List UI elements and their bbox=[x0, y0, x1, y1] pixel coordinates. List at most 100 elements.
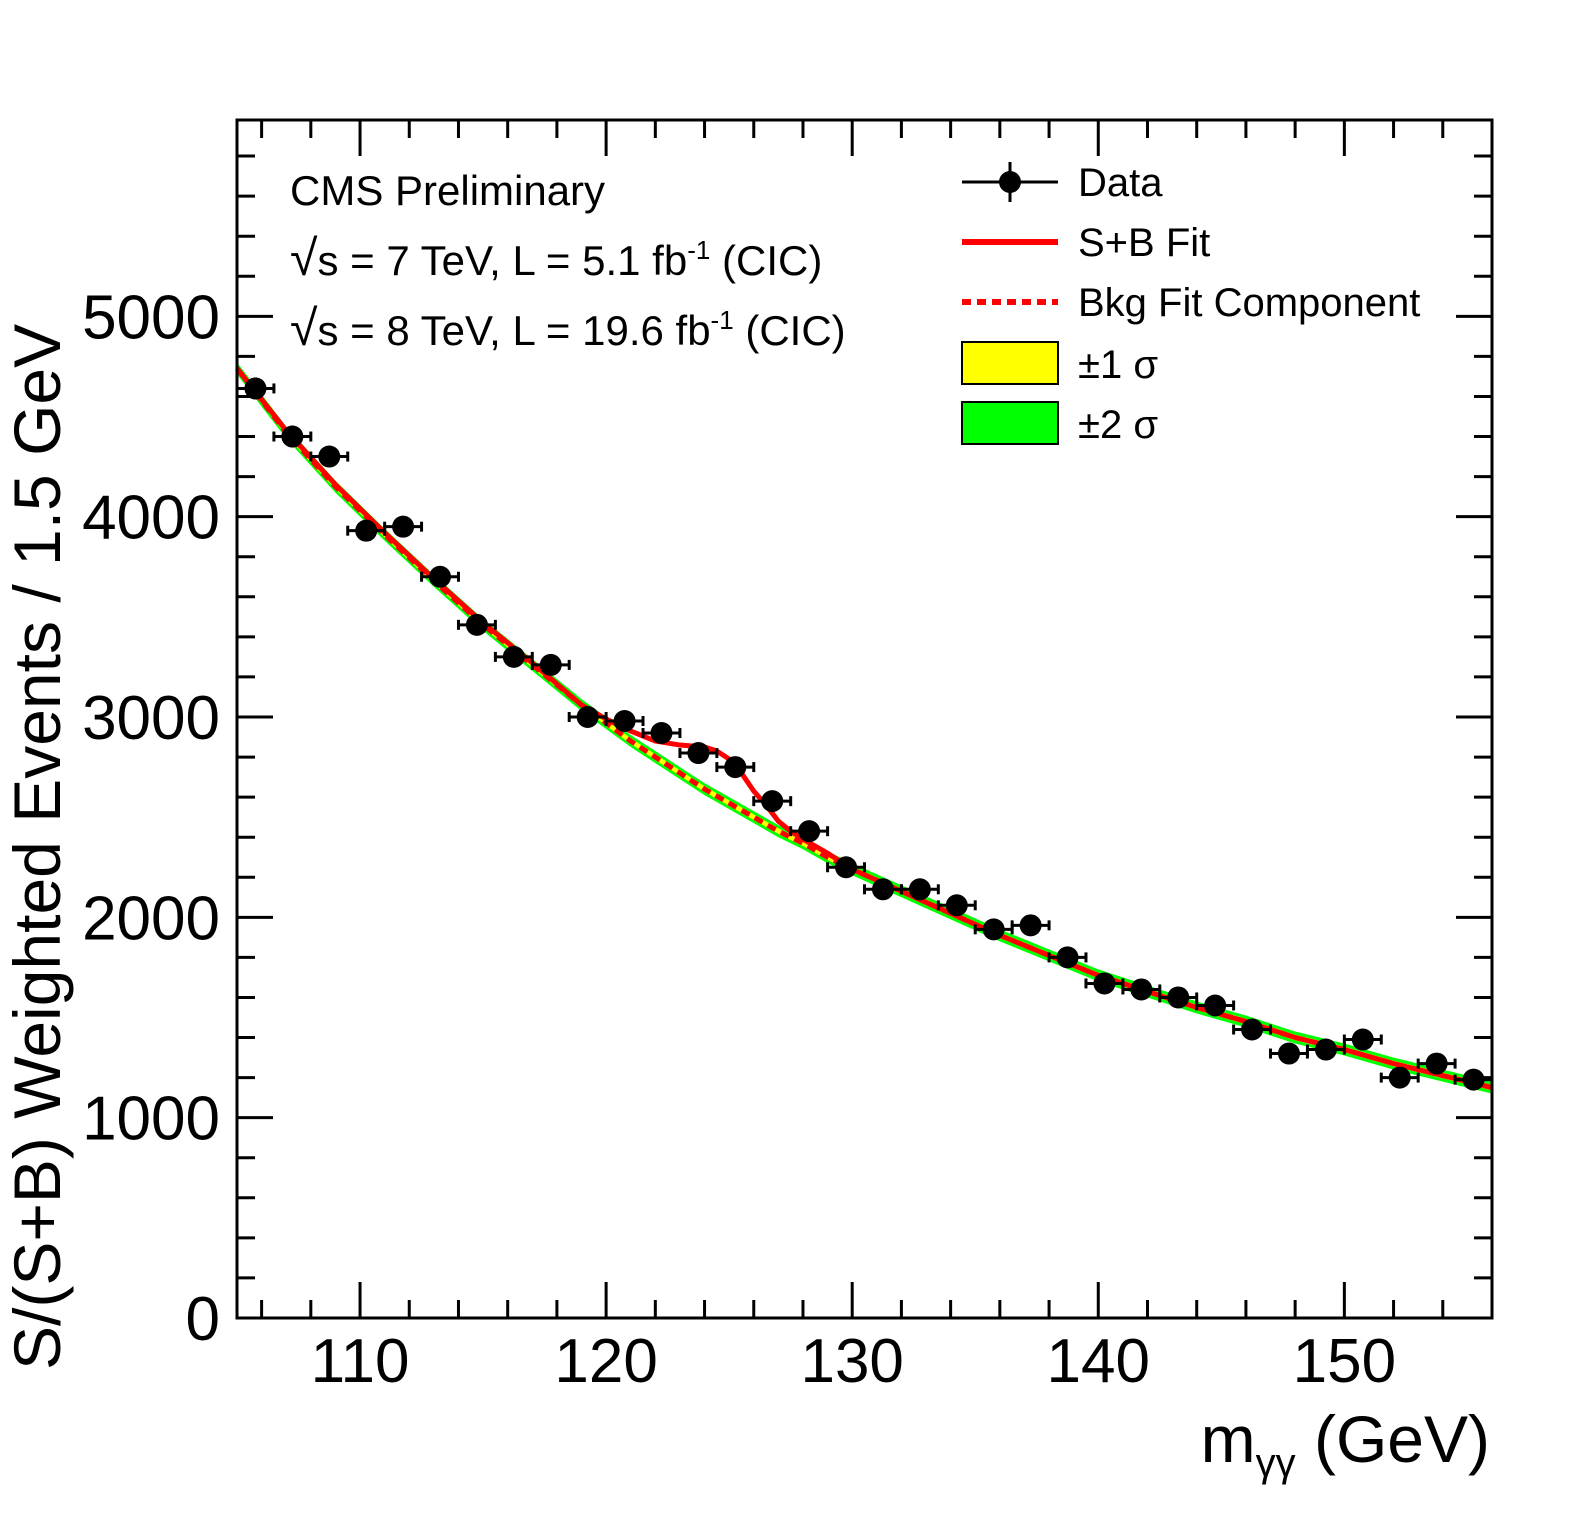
data-marker bbox=[1204, 994, 1227, 1017]
legend: Data S+B Fit Bkg Fit Component ±1 σ ±2 σ bbox=[961, 161, 1420, 447]
data-points bbox=[235, 377, 1494, 1091]
data-point bbox=[826, 856, 866, 879]
y-tick-label: 5000 bbox=[82, 283, 220, 352]
legend-entry-sb-fit: S+B Fit bbox=[962, 221, 1210, 265]
data-marker bbox=[1314, 1038, 1337, 1061]
y-tick-label: 4000 bbox=[82, 484, 220, 553]
x-tick-label: 120 bbox=[554, 1327, 657, 1396]
data-point bbox=[346, 519, 387, 542]
energy-lumi-7tev: √s = 7 TeV, L = 5.1 fb-1 (CIC) bbox=[290, 230, 822, 286]
x-tick-label: 110 bbox=[311, 1327, 410, 1396]
data-point bbox=[715, 756, 756, 779]
data-point bbox=[1047, 946, 1088, 969]
legend-label-1sigma: ±1 σ bbox=[1078, 343, 1158, 387]
cms-preliminary-label: CMS Preliminary bbox=[290, 167, 605, 214]
data-marker bbox=[1462, 1068, 1485, 1091]
data-point bbox=[1269, 1042, 1309, 1065]
data-marker bbox=[465, 613, 488, 636]
axis-ticks bbox=[237, 120, 1494, 1320]
data-marker bbox=[724, 756, 747, 779]
data-point bbox=[456, 613, 497, 636]
data-point bbox=[1232, 1018, 1273, 1041]
data-marker bbox=[318, 445, 341, 468]
data-marker bbox=[945, 894, 968, 917]
y-tick-label: 3000 bbox=[82, 684, 220, 753]
y-tick-label: 1000 bbox=[82, 1085, 220, 1154]
band-2sigma bbox=[237, 362, 1492, 1094]
data-marker bbox=[798, 820, 821, 843]
data-marker bbox=[1056, 946, 1079, 969]
data-marker bbox=[1241, 1018, 1264, 1041]
fit-curves bbox=[235, 366, 1493, 1091]
data-marker bbox=[576, 705, 599, 728]
x-axis-title: mγγ (GeV) bbox=[1201, 1402, 1490, 1485]
data-marker bbox=[1019, 914, 1042, 937]
data-marker bbox=[835, 856, 858, 879]
data-marker bbox=[1351, 1028, 1374, 1051]
bkg-fit-curve bbox=[235, 366, 1493, 1091]
data-marker bbox=[761, 790, 784, 813]
data-point bbox=[420, 565, 460, 588]
data-marker bbox=[1388, 1066, 1411, 1089]
data-marker bbox=[355, 519, 378, 542]
y-axis-title: S/(S+B) Weighted Events / 1.5 GeV bbox=[0, 324, 74, 1370]
data-point bbox=[1084, 972, 1125, 995]
data-marker bbox=[871, 878, 894, 901]
data-marker bbox=[539, 653, 562, 676]
legend-entry-data: Data bbox=[962, 161, 1163, 205]
data-marker bbox=[429, 565, 452, 588]
data-marker bbox=[1130, 978, 1153, 1001]
data-point bbox=[1010, 914, 1051, 937]
data-point bbox=[272, 425, 313, 448]
data-marker bbox=[687, 742, 710, 765]
data-marker bbox=[1093, 972, 1116, 995]
data-point bbox=[309, 445, 350, 468]
legend-label-data: Data bbox=[1078, 161, 1163, 205]
plot-frame bbox=[235, 118, 1494, 1320]
data-point bbox=[752, 790, 793, 813]
data-point bbox=[235, 377, 276, 400]
data-point bbox=[899, 878, 940, 901]
y-tick-label: 0 bbox=[186, 1285, 220, 1354]
energy-lumi-8tev: √s = 8 TeV, L = 19.6 fb-1 (CIC) bbox=[290, 300, 846, 356]
data-marker bbox=[982, 918, 1005, 941]
data-marker bbox=[281, 425, 304, 448]
data-point bbox=[678, 742, 719, 765]
sb-fit-curve bbox=[235, 366, 1493, 1091]
legend-label-sb-fit: S+B Fit bbox=[1078, 221, 1210, 265]
data-point bbox=[1305, 1038, 1346, 1061]
x-tick-label: 130 bbox=[800, 1327, 903, 1396]
legend-entry-2sigma: ±2 σ bbox=[961, 401, 1158, 447]
legend-entry-1sigma: ±1 σ bbox=[961, 341, 1158, 387]
data-marker bbox=[613, 710, 636, 733]
data-marker bbox=[244, 377, 267, 400]
y-tick-label: 2000 bbox=[82, 884, 220, 953]
data-point bbox=[1453, 1068, 1494, 1091]
data-point bbox=[1379, 1066, 1420, 1089]
data-marker bbox=[908, 878, 931, 901]
data-point bbox=[604, 710, 645, 733]
x-tick-label: 150 bbox=[1293, 1327, 1396, 1396]
uncertainty-bands bbox=[237, 362, 1492, 1094]
data-marker bbox=[502, 645, 525, 668]
data-point bbox=[1195, 994, 1236, 1017]
x-tick-label: 140 bbox=[1047, 1327, 1150, 1396]
data-marker bbox=[650, 722, 673, 745]
data-point bbox=[383, 515, 424, 538]
data-point bbox=[789, 820, 830, 843]
data-marker bbox=[392, 515, 415, 538]
data-point bbox=[1121, 978, 1162, 1001]
legend-label-bkg-fit: Bkg Fit Component bbox=[1078, 281, 1420, 325]
data-marker bbox=[1425, 1052, 1448, 1075]
band-1sigma bbox=[237, 365, 1492, 1091]
data-point bbox=[641, 722, 682, 745]
data-point bbox=[936, 894, 977, 917]
legend-label-2sigma: ±2 σ bbox=[1078, 403, 1158, 447]
data-point bbox=[1416, 1052, 1457, 1075]
data-point bbox=[530, 653, 571, 676]
data-marker bbox=[1277, 1042, 1300, 1065]
legend-entry-bkg-fit: Bkg Fit Component bbox=[962, 281, 1420, 325]
data-point bbox=[973, 918, 1014, 941]
data-point bbox=[1342, 1028, 1383, 1051]
